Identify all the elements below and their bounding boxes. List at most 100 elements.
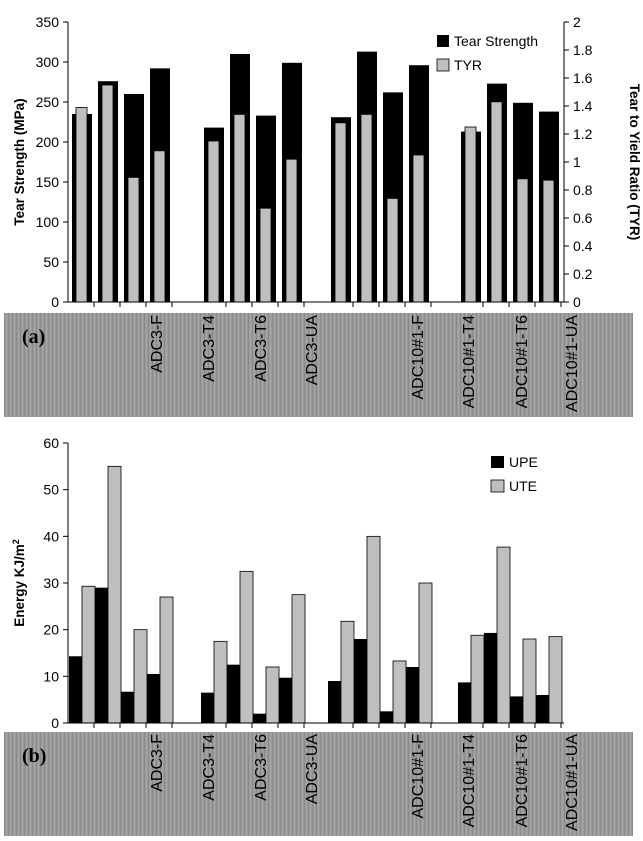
y-tick-label-right: 0.6 [573, 210, 593, 226]
tyr-bar [233, 114, 246, 303]
y-tick-label: 0 [51, 715, 59, 731]
y-tick-label-left: 150 [36, 174, 60, 190]
tyr-bar [464, 126, 477, 303]
tyr-bar [334, 122, 347, 303]
b-category-label: ADC3-UA [304, 734, 321, 805]
y-tick-label-right: 1.2 [573, 126, 593, 142]
ute-bar [81, 585, 96, 724]
legend-swatch-ute [490, 479, 505, 493]
upe-bar [354, 639, 367, 723]
a-category-label: ADC3-T4 [201, 315, 218, 382]
a-category-label: ADC3-F [149, 315, 166, 373]
legend-label-tear-strength: Tear Strength [454, 33, 538, 49]
legend-label-tyr: TYR [454, 57, 482, 73]
y-tick-label-right: 2 [573, 14, 581, 30]
y-tick-label: 30 [43, 575, 59, 591]
b-category-label: ADC3-F [149, 734, 166, 792]
tyr-bar [360, 114, 373, 303]
legend-label-ute: UTE [509, 478, 537, 494]
ute-bar [239, 570, 254, 724]
upe-bar [484, 632, 497, 723]
a-category-label: ADC3-T6 [253, 315, 270, 382]
upe-bar [121, 691, 134, 723]
tyr-bar [127, 176, 140, 303]
b-category-label: ADC10#1-T6 [514, 734, 531, 827]
y-tick-label-right: 0.2 [573, 266, 593, 282]
chart-a: 0 50 100 150 200 250 300 350 0 0.2 0.4 0.6 0.8 1 1.2 1.… [4, 14, 642, 417]
tyr-bar [207, 140, 220, 303]
legend-swatch-tyr [436, 58, 450, 72]
tyr-bar [285, 158, 298, 303]
y-tick-label-left: 300 [36, 54, 60, 70]
ute-bar [366, 535, 381, 724]
y-tick-label-right: 1 [573, 154, 581, 170]
y-tick-label-left: 250 [36, 94, 60, 110]
upe-bar [328, 681, 341, 723]
ute-bar [213, 640, 228, 724]
y-axis-title: Energy KJ/m2 [11, 539, 27, 627]
upe-bar [510, 696, 523, 723]
chart-b: 0 10 20 30 40 50 60 Energy KJ/m2 UPE UTE (b) ADC3-F… [4, 435, 633, 836]
y-axis-title-superscript: 2 [11, 539, 21, 544]
tyr-bar [153, 150, 166, 303]
y-tick-label: 50 [43, 482, 59, 498]
upe-bar [458, 682, 471, 723]
y-tick-label-left: 350 [36, 14, 60, 30]
b-panel-label: (b) [22, 745, 46, 767]
a-category-label: ADC3-UA [304, 315, 321, 386]
y-axis-title-text: Energy KJ/m [12, 544, 27, 627]
legend-swatch-tear-strength [437, 35, 449, 47]
upe-bar [95, 587, 108, 723]
b-category-label: ADC3-T4 [201, 734, 218, 801]
y-tick-label: 10 [43, 668, 59, 684]
y-tick-label: 60 [43, 435, 59, 451]
tyr-bar [386, 197, 399, 303]
upe-bar [406, 667, 419, 723]
upe-bar [147, 674, 160, 723]
tyr-bar [516, 178, 529, 303]
b-category-label: ADC10#1-UA [564, 734, 581, 831]
ute-bar [265, 666, 280, 724]
a-category-label: ADC10#1-T4 [461, 315, 478, 408]
ute-bar [340, 620, 355, 724]
ute-bar [133, 629, 148, 724]
y-tick-label: 40 [43, 528, 59, 544]
a-category-label: ADC10#1-T6 [514, 315, 531, 408]
ute-bar [291, 594, 306, 724]
y-tick-label-left: 200 [36, 134, 60, 150]
y-tick-label-left: 0 [51, 294, 59, 310]
ute-bar [418, 582, 433, 724]
y-tick-label-left: 50 [43, 254, 59, 270]
y-axis-title-right: Tear to Yield Ratio (TYR) [627, 84, 642, 241]
upe-bar [279, 677, 292, 723]
upe-bar [536, 695, 549, 723]
ute-bar [470, 634, 485, 724]
upe-bar [69, 656, 82, 723]
y-tick-label-right: 0.8 [573, 182, 593, 198]
b-label-strip [4, 732, 633, 836]
ute-bar [496, 546, 511, 724]
tyr-bar [542, 179, 555, 303]
upe-bar [227, 664, 240, 723]
y-tick-label-right: 1.6 [573, 70, 593, 86]
b-category-label: ADC10#1-T4 [461, 734, 478, 827]
tyr-bar [101, 84, 114, 303]
ute-bar [159, 596, 174, 724]
y-tick-label-right: 0.4 [573, 238, 593, 254]
a-category-label: ADC10#1-F [410, 315, 427, 400]
ute-bar [107, 465, 122, 724]
upe-bar [380, 711, 393, 723]
ute-bar [548, 636, 563, 724]
tyr-bar [75, 107, 88, 303]
a-category-label: ADC10#1-UA [564, 315, 581, 412]
y-tick-label-right: 0 [573, 294, 581, 310]
y-tick-label: 20 [43, 622, 59, 638]
ute-bar [392, 660, 407, 724]
tyr-bar [412, 154, 425, 303]
tyr-bar [490, 101, 503, 303]
y-tick-label-right: 1.4 [573, 98, 593, 114]
a-label-strip [4, 313, 633, 417]
a-panel-label: (a) [22, 326, 45, 348]
upe-bar [253, 713, 266, 723]
ute-bar [522, 638, 537, 724]
